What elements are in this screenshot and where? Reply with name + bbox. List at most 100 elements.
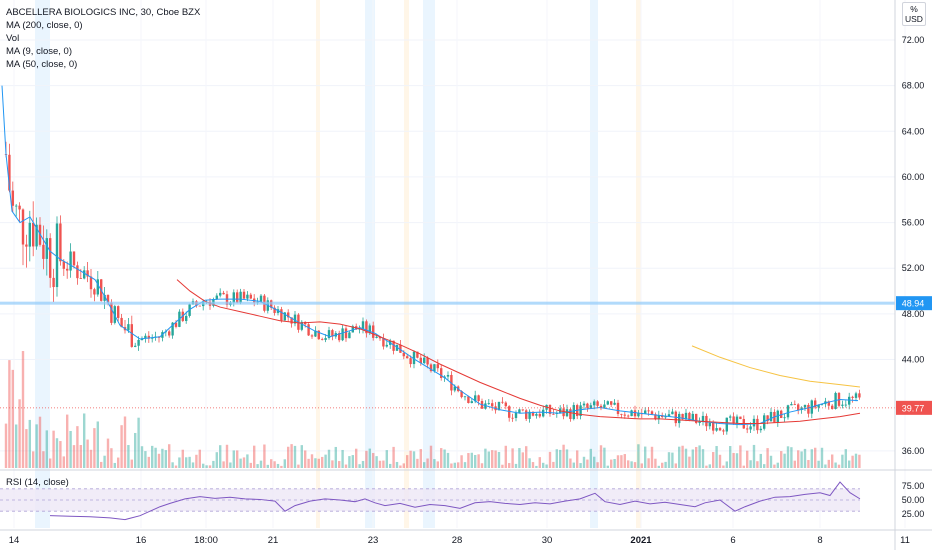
candle-body <box>171 322 174 336</box>
volume-bar <box>215 452 218 468</box>
candle-body <box>28 222 31 247</box>
volume-bar <box>542 462 545 468</box>
candle-body <box>436 364 439 369</box>
volume-bar <box>671 452 674 468</box>
candle-body <box>372 325 375 338</box>
volume-bar <box>426 458 429 468</box>
last-price-label: 39.77 <box>902 403 925 413</box>
volume-bar <box>198 449 201 468</box>
rsi-tick-label: 25.00 <box>902 509 925 519</box>
volume-bar <box>735 453 739 468</box>
volume-bar <box>810 449 813 468</box>
candle-body <box>797 404 800 411</box>
candle-body <box>854 393 858 398</box>
volume-bar <box>586 459 589 468</box>
candle-body <box>752 418 756 427</box>
volume-bar <box>52 430 55 468</box>
rsi-shaded-band <box>0 488 860 512</box>
volume-bar <box>525 446 528 468</box>
candle-body <box>86 270 89 277</box>
volume-bar <box>749 460 752 468</box>
volume-bar <box>620 455 623 468</box>
percent-toggle[interactable]: % <box>910 4 918 14</box>
volume-bar <box>321 456 324 468</box>
volume-bar <box>293 445 297 468</box>
candle-body <box>769 411 773 422</box>
volume-bar <box>232 450 235 468</box>
volume-bar <box>763 464 766 468</box>
candle-body <box>610 401 613 405</box>
currency-selector[interactable]: % USD <box>902 2 926 26</box>
volume-bar <box>161 448 164 468</box>
last-price-badge <box>896 400 932 415</box>
volume-bar <box>664 461 667 468</box>
time-tick-label: 21 <box>268 535 279 546</box>
volume-bar <box>851 455 854 468</box>
candle-body <box>817 404 820 408</box>
volume-bar <box>280 465 283 468</box>
volume-bar <box>185 457 188 468</box>
symbol-title[interactable]: ABCELLERA BIOLOGICS INC, 30, Cboe BZX <box>6 7 201 18</box>
candle-body <box>185 315 188 321</box>
volume-bar <box>419 449 422 468</box>
volume-bar <box>202 463 205 468</box>
price-tick-label: 56.00 <box>902 218 925 228</box>
volume-bar <box>627 460 630 468</box>
volume-bar <box>38 416 42 468</box>
candle-body <box>79 278 82 279</box>
ma50-legend[interactable]: MA (50, close, 0) <box>6 59 78 70</box>
candle-body <box>429 364 433 372</box>
volume-bar <box>858 454 861 468</box>
volume-legend[interactable]: Vol <box>6 33 20 44</box>
candle-body <box>725 417 728 432</box>
time-tick-label: 28 <box>452 535 463 546</box>
volume-bar <box>11 369 14 468</box>
volume-bar <box>674 463 677 468</box>
candle-body <box>463 396 467 398</box>
candle-body <box>739 416 742 420</box>
volume-bar <box>253 445 256 468</box>
volume-bar <box>270 459 273 468</box>
ma9-legend[interactable]: MA (9, close, 0) <box>6 46 72 57</box>
candle-body <box>358 328 361 330</box>
volume-bar <box>436 461 439 468</box>
volume-bar <box>678 446 681 468</box>
volume-bar <box>164 450 167 468</box>
volume-bar <box>229 462 232 468</box>
candle-body <box>361 321 365 329</box>
candle-body <box>491 403 494 407</box>
volume-bar <box>528 458 531 468</box>
volume-bar <box>834 462 837 468</box>
candle-body <box>729 416 732 418</box>
volume-bar <box>395 461 399 468</box>
candle-body <box>735 416 739 424</box>
candle-body <box>756 418 759 431</box>
candle-body <box>327 330 331 339</box>
volume-bars <box>4 351 861 468</box>
price-tick-label: 48.00 <box>902 309 925 319</box>
volume-bar <box>137 417 140 468</box>
candle-body <box>501 401 504 403</box>
candle-body <box>378 336 382 339</box>
time-tick-label: 11 <box>900 535 910 546</box>
volume-bar <box>219 445 222 468</box>
ma200-legend[interactable]: MA (200, close, 0) <box>6 20 83 31</box>
volume-bar <box>25 429 28 468</box>
volume-bar <box>712 452 715 468</box>
volume-bar <box>446 452 450 468</box>
volume-bar <box>69 430 72 468</box>
volume-bar <box>21 351 25 468</box>
candle-body <box>487 403 490 404</box>
volume-bar <box>100 461 103 468</box>
volume-bar <box>440 448 443 468</box>
ma50-line <box>176 279 861 424</box>
candle-body <box>664 416 667 418</box>
candle-body <box>793 404 796 405</box>
time-tick-label: 2021 <box>630 535 652 546</box>
candle-body <box>552 413 555 415</box>
rsi-legend[interactable]: RSI (14, close) <box>6 477 69 488</box>
candle-body <box>198 305 201 307</box>
volume-bar <box>508 463 511 468</box>
volume-bar <box>535 465 538 468</box>
